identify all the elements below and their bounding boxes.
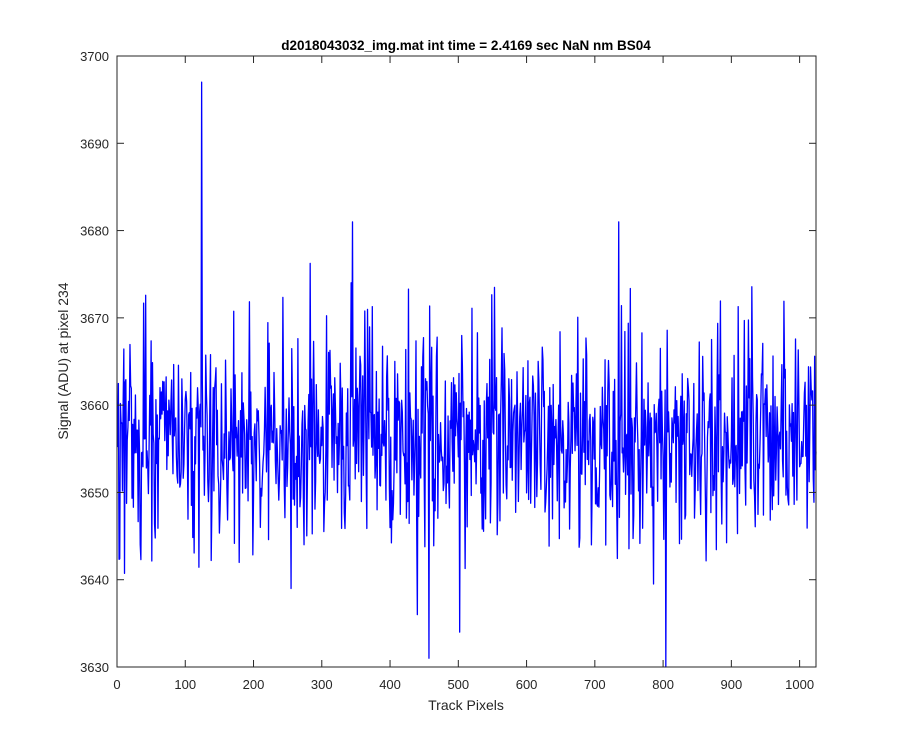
y-tick-label: 3680	[80, 224, 109, 239]
y-tick-label: 3700	[80, 49, 109, 64]
x-tick-label: 700	[584, 677, 606, 692]
series-line	[117, 81, 817, 668]
y-tick-label: 3650	[80, 485, 109, 500]
y-tick-label: 3690	[80, 136, 109, 151]
chart-title: d2018043032_img.mat int time = 2.4169 se…	[281, 38, 651, 53]
y-tick-label: 3670	[80, 311, 109, 326]
x-tick-label: 0	[113, 677, 120, 692]
x-tick-label: 900	[721, 677, 743, 692]
x-tick-label: 500	[447, 677, 469, 692]
x-axis-label: Track Pixels	[428, 697, 504, 713]
x-tick-label: 300	[311, 677, 333, 692]
ticks-layer: 0 100 200 300 400 500 600 700 800 900 1000 3630 3640…	[80, 49, 816, 692]
x-tick-label: 600	[516, 677, 538, 692]
x-tick-label: 200	[243, 677, 265, 692]
x-tick-label: 1000	[785, 677, 814, 692]
series-layer	[117, 81, 817, 668]
axes-layer	[116, 55, 817, 668]
y-tick-label: 3630	[80, 660, 109, 675]
y-tick-label: 3660	[80, 398, 109, 413]
y-tick-label: 3640	[80, 573, 109, 588]
y-axis-label: Signal (ADU) at pixel 234	[55, 282, 71, 439]
x-tick-label: 100	[174, 677, 196, 692]
x-tick-label: 800	[652, 677, 674, 692]
axes-box	[116, 55, 817, 668]
x-tick-label: 400	[379, 677, 401, 692]
